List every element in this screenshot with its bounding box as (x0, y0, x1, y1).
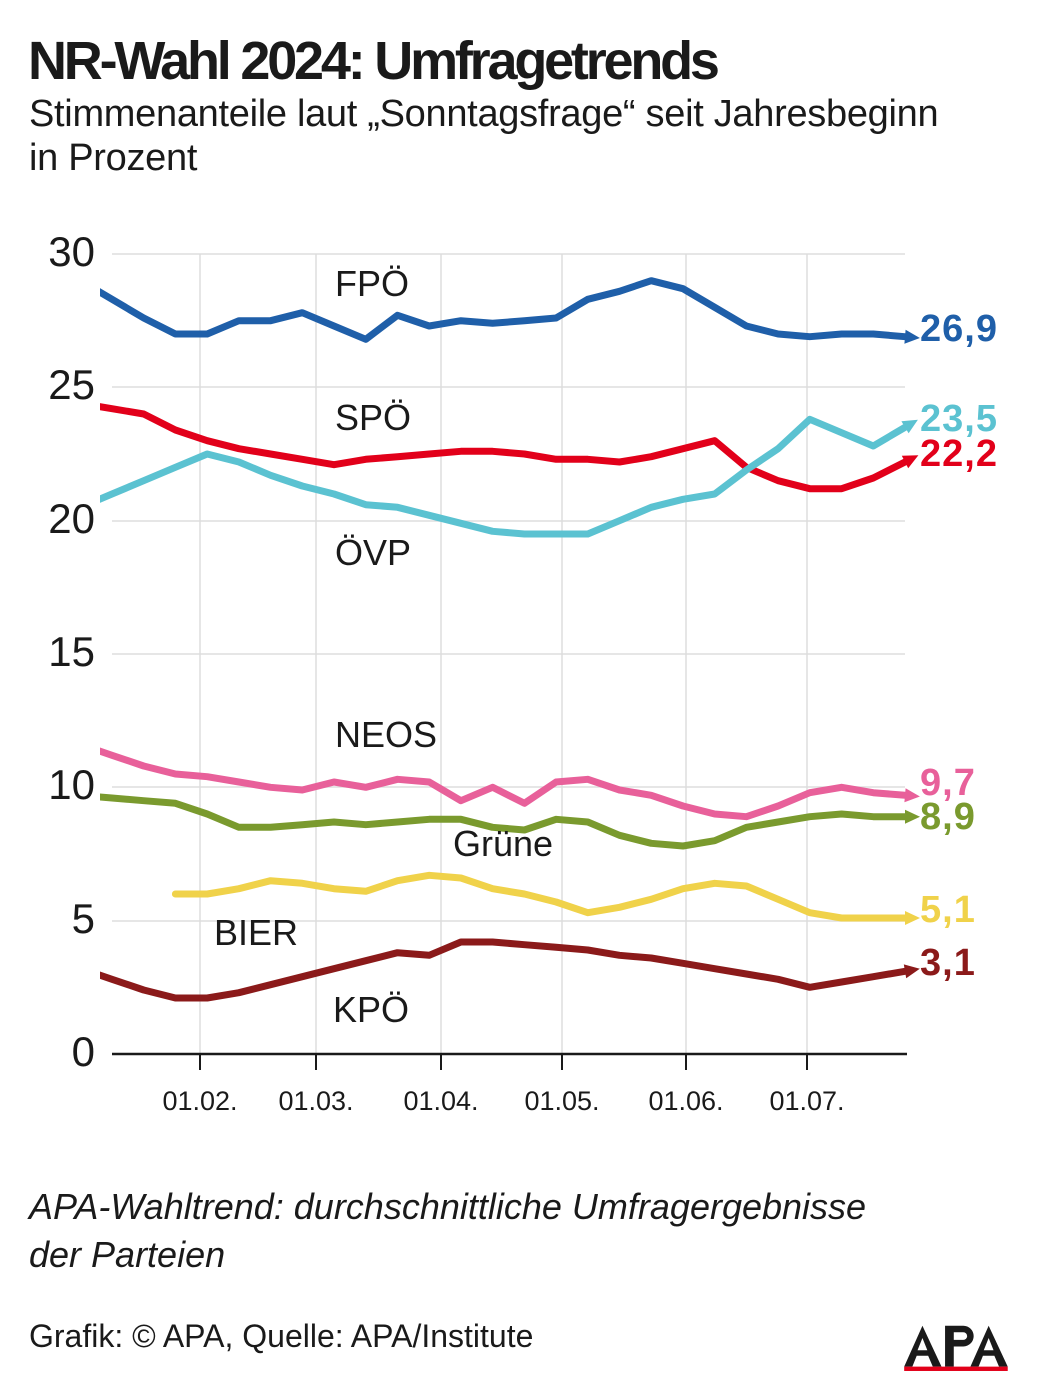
svg-text:5,1: 5,1 (920, 889, 976, 931)
svg-text:FPÖ: FPÖ (335, 263, 409, 304)
svg-text:NEOS: NEOS (335, 714, 437, 755)
svg-text:01.02.: 01.02. (162, 1086, 237, 1116)
svg-text:Grüne: Grüne (453, 823, 553, 864)
svg-text:SPÖ: SPÖ (335, 397, 411, 438)
svg-text:15: 15 (48, 628, 95, 675)
svg-text:01.05.: 01.05. (524, 1086, 599, 1116)
svg-text:22,2: 22,2 (920, 433, 998, 475)
svg-text:01.07.: 01.07. (769, 1086, 844, 1116)
svg-text:25: 25 (48, 361, 95, 408)
svg-text:BIER: BIER (214, 912, 298, 953)
svg-text:8,9: 8,9 (920, 796, 976, 838)
svg-text:10: 10 (48, 761, 95, 808)
svg-text:3,1: 3,1 (920, 942, 976, 984)
svg-text:30: 30 (48, 228, 95, 275)
svg-text:20: 20 (48, 495, 95, 542)
svg-text:01.06.: 01.06. (648, 1086, 723, 1116)
svg-text:ÖVP: ÖVP (335, 532, 411, 573)
svg-text:0: 0 (72, 1028, 95, 1075)
svg-text:KPÖ: KPÖ (333, 989, 409, 1030)
svg-text:01.03.: 01.03. (278, 1086, 353, 1116)
svg-text:01.04.: 01.04. (403, 1086, 478, 1116)
svg-text:5: 5 (72, 895, 95, 942)
svg-text:26,9: 26,9 (920, 308, 998, 350)
